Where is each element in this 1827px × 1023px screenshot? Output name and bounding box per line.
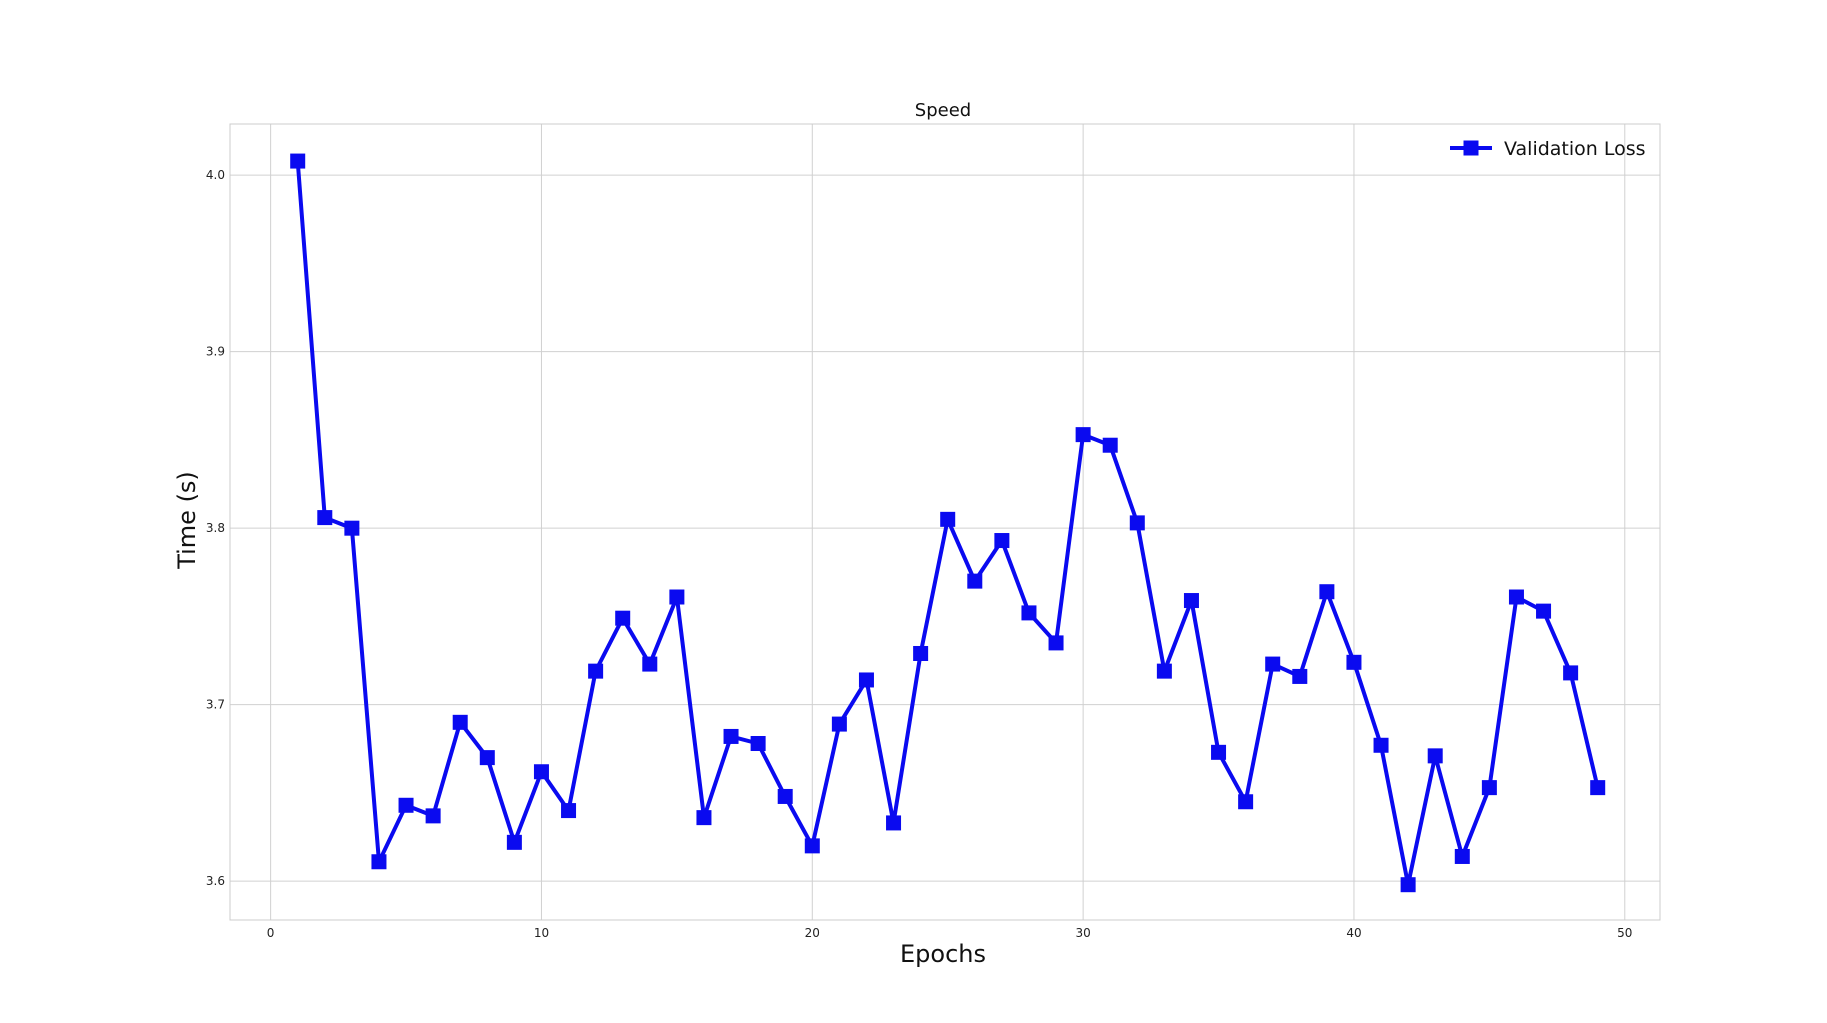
data-point-marker (1075, 427, 1091, 443)
data-point-marker (317, 510, 333, 526)
data-point-marker (642, 656, 658, 672)
x-tick-label: 0 (267, 926, 275, 940)
data-point-marker (1454, 848, 1470, 864)
data-point-marker (371, 854, 387, 870)
data-point-marker (858, 672, 874, 688)
data-point-marker (1346, 654, 1362, 670)
data-point-marker (398, 797, 414, 813)
data-point-marker (1183, 593, 1199, 609)
data-point-marker (1238, 794, 1254, 810)
data-point-marker (1536, 603, 1552, 619)
data-point-marker (452, 714, 468, 730)
data-point-marker (831, 716, 847, 732)
y-axis-ticks: 3.6 3.7 3.8 3.9 4.0 (206, 168, 225, 888)
x-axis-ticks: 0 10 20 30 40 50 (267, 926, 1633, 940)
data-point-marker (1292, 668, 1308, 684)
legend-label: Validation Loss (1504, 138, 1646, 160)
data-point-marker (1373, 737, 1389, 753)
data-point-marker (479, 750, 495, 766)
x-tick-label: 10 (534, 926, 549, 940)
data-point-marker (561, 803, 577, 819)
legend: Validation Loss (1450, 138, 1646, 160)
plot-frame (229, 123, 1661, 921)
data-point-marker (994, 533, 1010, 549)
data-point-marker (777, 788, 793, 804)
legend-marker-swatch (1463, 140, 1479, 156)
data-point-marker (1129, 515, 1145, 531)
data-point-marker (804, 838, 820, 854)
x-tick-label: 50 (1617, 926, 1632, 940)
data-point-marker (1319, 584, 1335, 600)
data-point-marker (506, 834, 522, 850)
y-tick-label: 4.0 (206, 168, 225, 182)
data-point-marker (1563, 665, 1579, 681)
x-tick-label: 20 (805, 926, 820, 940)
x-tick-label: 30 (1075, 926, 1090, 940)
data-point-marker (1265, 656, 1281, 672)
data-point-marker (1590, 780, 1606, 796)
data-point-marker (1508, 589, 1524, 605)
data-point-marker (588, 663, 604, 679)
data-point-marker (425, 808, 441, 824)
data-point-marker (344, 520, 360, 536)
data-point-marker (913, 645, 929, 661)
data-point-marker (1021, 605, 1037, 621)
data-point-marker (1427, 748, 1443, 764)
data-point-marker (1048, 635, 1064, 651)
data-point-marker (290, 153, 306, 169)
data-point-marker (533, 764, 549, 780)
y-tick-label: 3.7 (206, 698, 225, 712)
x-axis-title: Epochs (900, 940, 986, 968)
data-point-marker (1211, 744, 1227, 760)
y-axis-title: Time (s) (173, 471, 201, 570)
data-point-marker (615, 610, 631, 626)
data-point-marker (967, 573, 983, 589)
grid (230, 124, 1660, 920)
data-point-marker (1400, 877, 1416, 893)
chart-title: Speed (915, 100, 971, 121)
y-tick-label: 3.8 (206, 521, 225, 535)
data-point-marker (750, 736, 766, 752)
x-tick-label: 40 (1346, 926, 1361, 940)
data-point-marker (1156, 663, 1172, 679)
data-point-marker (1481, 780, 1497, 796)
data-point-marker (669, 589, 685, 605)
y-tick-label: 3.9 (206, 345, 225, 359)
data-point-marker (1102, 437, 1118, 453)
data-point-marker (723, 728, 739, 744)
y-tick-label: 3.6 (206, 874, 225, 888)
data-point-marker (940, 511, 956, 527)
series-layer (290, 153, 1606, 893)
data-point-marker (696, 810, 712, 826)
data-point-marker (886, 815, 902, 831)
